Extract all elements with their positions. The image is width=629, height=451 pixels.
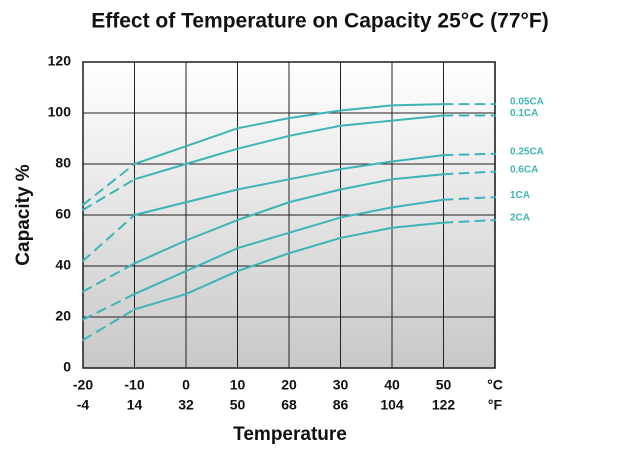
x2-tick-label: -4 <box>77 397 90 413</box>
x2-tick-label: 14 <box>127 397 143 413</box>
line-segment <box>288 216 342 234</box>
line-segment <box>288 236 342 255</box>
line-segment <box>185 127 239 148</box>
line-segment <box>82 308 136 341</box>
x-tick-label: 10 <box>230 377 246 393</box>
y-tick-label: 20 <box>55 308 71 324</box>
x-tick-label: -10 <box>124 377 144 393</box>
series-label: 0.25CA <box>510 146 544 157</box>
y-axis-label: Capacity % <box>13 164 34 265</box>
line-segment <box>442 196 496 201</box>
y-tick-label: 40 <box>55 257 71 273</box>
line-segment <box>236 117 290 130</box>
line-segment <box>339 206 393 219</box>
y-tick-label: 100 <box>48 104 72 120</box>
line-segment <box>133 201 187 216</box>
line-segment <box>82 262 136 293</box>
x-tick-label: 20 <box>281 377 297 393</box>
line-segment <box>339 160 393 171</box>
line-segment <box>442 152 496 157</box>
line-segment <box>236 134 290 150</box>
series-label: 1CA <box>510 190 530 201</box>
line-segment <box>391 114 445 122</box>
line-segment <box>185 188 239 204</box>
line-segment <box>339 119 393 127</box>
line-segment <box>391 154 445 163</box>
line-segment <box>133 239 187 265</box>
y-tick-label: 120 <box>48 53 72 69</box>
line-segment <box>82 293 136 321</box>
x-tick-label: 40 <box>384 377 400 393</box>
line-segment <box>391 103 445 107</box>
line-segment <box>391 173 445 181</box>
line-segment <box>391 198 445 209</box>
x-unit-label: °C <box>487 377 503 393</box>
line-segment <box>185 270 239 296</box>
line-segment <box>236 252 290 273</box>
line-segment <box>288 124 342 137</box>
line-segment <box>339 226 393 239</box>
series-label: 0.1CA <box>510 108 538 119</box>
x2-unit-label: °F <box>488 397 503 413</box>
line-segment <box>288 168 342 181</box>
x2-tick-label: 86 <box>333 397 349 413</box>
line-segment <box>185 247 239 273</box>
y-tick-label: 0 <box>63 359 71 375</box>
chart-title: Effect of Temperature on Capacity 25°C (… <box>91 10 549 33</box>
line-segment <box>236 178 290 191</box>
x2-tick-label: 104 <box>380 397 404 413</box>
line-segment <box>236 201 290 222</box>
line-segment <box>185 147 239 165</box>
line-segment <box>288 188 342 204</box>
series-label: 0.05CA <box>510 97 544 108</box>
x-tick-label: -20 <box>73 377 93 393</box>
line-segment <box>236 231 290 250</box>
x-axis-label: Temperature <box>233 424 347 445</box>
x-tick-label: 30 <box>333 377 349 393</box>
line-segment <box>339 178 393 191</box>
line-segment <box>133 270 187 296</box>
series-label: 2CA <box>510 213 530 224</box>
line-segment <box>133 293 187 311</box>
x2-tick-label: 122 <box>432 397 456 413</box>
line-segment <box>133 145 187 165</box>
line-segment <box>82 214 136 262</box>
x2-tick-label: 68 <box>281 397 297 413</box>
line-segment <box>339 104 393 112</box>
y-tick-label: 60 <box>55 206 71 222</box>
x-tick-label: 0 <box>182 377 190 393</box>
x2-tick-label: 50 <box>230 397 246 413</box>
y-tick-label: 80 <box>55 155 71 171</box>
line-segment <box>185 219 239 242</box>
line-segment <box>133 163 187 181</box>
series-label: 0.6CA <box>510 164 538 175</box>
line-segment <box>442 170 496 176</box>
x2-tick-label: 32 <box>178 397 194 413</box>
x-tick-label: 50 <box>436 377 452 393</box>
line-segment <box>288 109 342 120</box>
line-segment <box>391 221 445 229</box>
line-segment <box>442 219 496 224</box>
line-segment <box>82 178 136 211</box>
line-segment <box>82 163 136 206</box>
